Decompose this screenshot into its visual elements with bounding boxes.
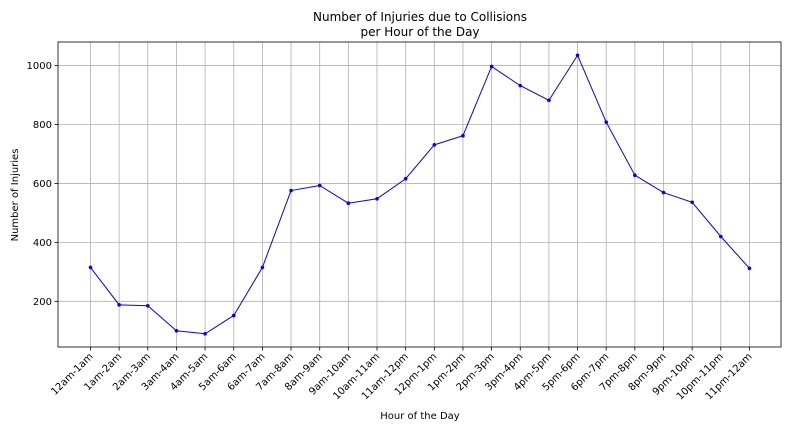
- data-point: [633, 173, 637, 177]
- data-point: [432, 143, 437, 147]
- data-point: [661, 190, 666, 195]
- data-point: [547, 98, 551, 103]
- y-tick-label: 600: [33, 179, 52, 190]
- x-axis-label: Hour of the Day: [380, 411, 460, 422]
- data-point: [317, 183, 322, 188]
- y-axis-label: Number of Injuries: [10, 149, 21, 242]
- data-point: [88, 265, 93, 270]
- plot-frame: [57, 41, 782, 348]
- data-point: [690, 200, 694, 205]
- data-point: [146, 303, 150, 308]
- data-point: [461, 133, 465, 138]
- series-layer: [88, 53, 752, 336]
- data-point: [346, 201, 351, 205]
- y-tick-label: 800: [33, 120, 52, 131]
- data-point: [403, 176, 408, 181]
- data-point: [289, 188, 293, 193]
- data-point: [260, 265, 265, 270]
- axis-ticks: 12am-1am1am-2am2am-3am3am-4am4am-5am5am-…: [27, 61, 755, 402]
- data-point: [518, 83, 523, 88]
- data-point: [719, 234, 723, 239]
- data-point: [489, 64, 494, 69]
- chart-title-line1: Number of Injuries due to Collisions: [313, 10, 527, 24]
- data-point: [747, 266, 752, 271]
- data-point: [375, 196, 379, 201]
- y-tick-label: 200: [33, 297, 52, 308]
- y-tick-label: 1000: [27, 61, 52, 72]
- grid-lines: [58, 42, 781, 347]
- data-point: [604, 120, 608, 124]
- data-point: [174, 328, 179, 333]
- data-point: [203, 331, 207, 336]
- data-point: [575, 53, 580, 58]
- data-point: [231, 313, 236, 318]
- data-point: [117, 303, 121, 307]
- series-line: [90, 54, 750, 335]
- chart-title-line2: per Hour of the Day: [360, 25, 479, 39]
- y-tick-label: 400: [33, 238, 52, 249]
